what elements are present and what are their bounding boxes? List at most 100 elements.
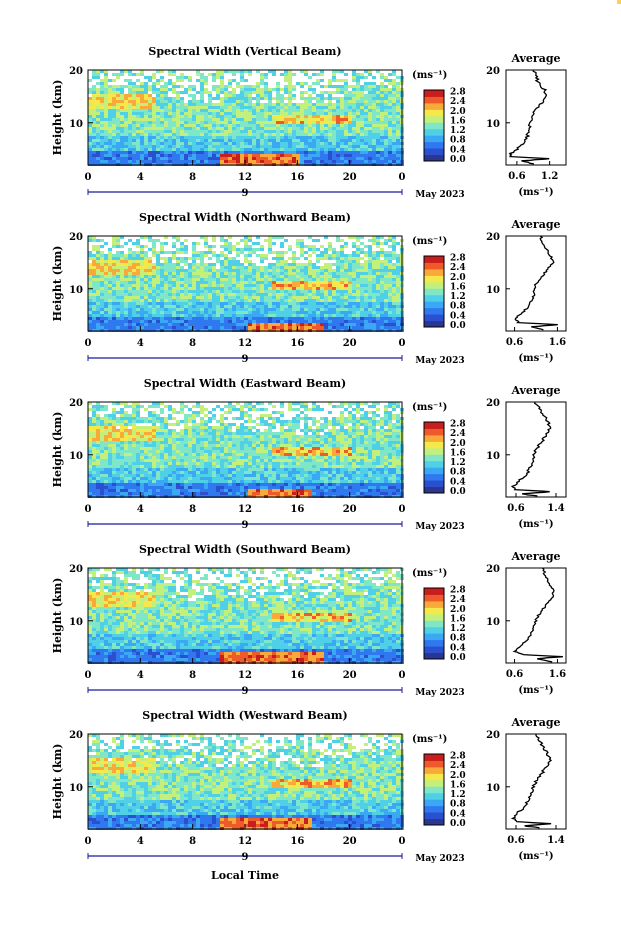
heatmap-cell — [376, 103, 380, 106]
heatmap-cell — [228, 142, 232, 145]
heatmap-cell — [244, 151, 248, 154]
heatmap-cell — [284, 139, 288, 142]
heatmap-cell — [244, 115, 248, 118]
heatmap-cell — [152, 320, 156, 323]
heatmap-cell — [372, 263, 376, 266]
heatmap-cell — [112, 106, 116, 109]
heatmap-cell — [216, 109, 220, 112]
heatmap-cell — [256, 275, 260, 278]
heatmap-cell — [228, 242, 232, 245]
heatmap-cell — [276, 97, 280, 100]
heatmap-cell — [128, 272, 132, 275]
heatmap-cell — [140, 245, 144, 248]
heatmap-cell — [208, 299, 212, 302]
heatmap-cell — [276, 236, 280, 239]
heatmap-cell — [280, 281, 284, 284]
heatmap-cell — [328, 148, 332, 151]
heatmap-cell — [196, 414, 200, 417]
heatmap-cell — [148, 326, 152, 329]
heatmap-cell — [252, 293, 256, 296]
heatmap-cell — [108, 308, 112, 311]
heatmap-cell — [140, 88, 144, 91]
heatmap-cell — [124, 242, 128, 245]
heatmap-cell — [252, 326, 256, 329]
heatmap-cell — [288, 97, 292, 100]
heatmap-cell — [100, 85, 104, 88]
heatmap-cell — [108, 124, 112, 127]
heatmap-cell — [204, 299, 208, 302]
heatmap-cell — [208, 411, 212, 414]
heatmap-cell — [356, 260, 360, 263]
heatmap-cell — [396, 254, 400, 257]
heatmap-cell — [280, 402, 284, 405]
heatmap-cell — [220, 121, 224, 124]
heatmap-cell — [220, 100, 224, 103]
heatmap-cell — [348, 323, 352, 326]
heatmap-cell — [132, 402, 136, 405]
heatmap-cell — [352, 257, 356, 260]
heatmap-cell — [340, 70, 344, 73]
heatmap-cell — [148, 405, 152, 408]
heatmap-cell — [148, 139, 152, 142]
heatmap-cell — [288, 299, 292, 302]
heatmap-cell — [120, 263, 124, 266]
heatmap-cell — [156, 254, 160, 257]
heatmap-cell — [188, 103, 192, 106]
heatmap-cell — [244, 91, 248, 94]
heatmap-cell — [92, 112, 96, 115]
heatmap-cell — [196, 91, 200, 94]
heatmap-cell — [156, 305, 160, 308]
heatmap-cell — [148, 145, 152, 148]
heatmap-cell — [116, 275, 120, 278]
heatmap-cell — [208, 317, 212, 320]
heatmap-cell — [284, 157, 288, 160]
heatmap-cell — [256, 248, 260, 251]
heatmap-cell — [372, 151, 376, 154]
heatmap-cell — [220, 296, 224, 299]
heatmap-cell — [356, 139, 360, 142]
x-tick-label: 0 — [85, 172, 92, 183]
heatmap-cell — [388, 266, 392, 269]
heatmap-cell — [284, 420, 288, 423]
heatmap-cell — [324, 420, 328, 423]
heatmap-cell — [164, 311, 168, 314]
heatmap-cell — [340, 85, 344, 88]
heatmap-cell — [312, 326, 316, 329]
heatmap-cell — [132, 130, 136, 133]
heatmap-cell — [380, 91, 384, 94]
heatmap-cell — [352, 91, 356, 94]
heatmap-cell — [208, 266, 212, 269]
heatmap-cell — [396, 275, 400, 278]
heatmap-cell — [104, 73, 108, 76]
heatmap-cell — [96, 278, 100, 281]
heatmap-cell — [284, 142, 288, 145]
heatmap-cell — [184, 284, 188, 287]
heatmap-cell — [372, 91, 376, 94]
heatmap-cell — [300, 299, 304, 302]
heatmap-cell — [232, 326, 236, 329]
heatmap-cell — [344, 115, 348, 118]
heatmap-cell — [112, 290, 116, 293]
heatmap-cell — [348, 97, 352, 100]
heatmap-cell — [336, 97, 340, 100]
heatmap-cell — [376, 88, 380, 91]
heatmap-cell — [240, 408, 244, 411]
heatmap-cell — [376, 317, 380, 320]
heatmap-cell — [228, 112, 232, 115]
heatmap-cell — [204, 254, 208, 257]
heatmap-cell — [304, 106, 308, 109]
heatmap-cell — [168, 269, 172, 272]
heatmap-cell — [336, 405, 340, 408]
heatmap-cell — [292, 157, 296, 160]
heatmap-cell — [216, 311, 220, 314]
heatmap-cell — [340, 263, 344, 266]
heatmap-cell — [96, 320, 100, 323]
heatmap-cell — [136, 263, 140, 266]
heatmap-cell — [144, 314, 148, 317]
heatmap-cell — [96, 272, 100, 275]
heatmap-cell — [212, 136, 216, 139]
heatmap-cell — [260, 296, 264, 299]
heatmap-cell — [224, 266, 228, 269]
heatmap-cell — [176, 263, 180, 266]
heatmap-cell — [160, 275, 164, 278]
